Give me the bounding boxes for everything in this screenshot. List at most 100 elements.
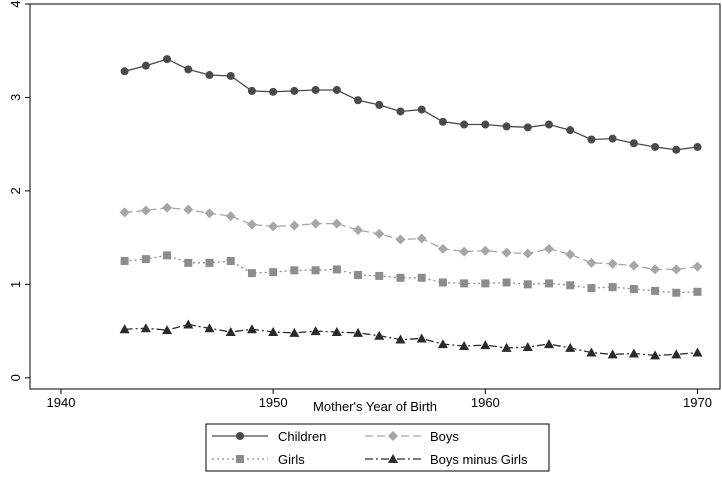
data-point [671, 264, 682, 275]
data-point [225, 326, 236, 336]
data-point [289, 327, 300, 337]
data-point [460, 120, 469, 129]
data-point [502, 278, 511, 287]
series-line [124, 323, 698, 357]
y-tick-label: 1 [8, 281, 23, 288]
data-point [268, 326, 279, 336]
data-point [693, 142, 702, 151]
y-tick-label: 2 [8, 187, 23, 194]
data-point [162, 325, 173, 335]
data-point [269, 87, 278, 96]
data-point [565, 249, 576, 260]
data-point [396, 107, 405, 116]
data-point [310, 218, 321, 229]
legend-box [205, 423, 550, 472]
legend-item: Boys [365, 429, 459, 444]
y-tick-label: 0 [8, 374, 23, 381]
data-point [205, 258, 214, 267]
series-layer [119, 55, 703, 360]
legend: Children Boys Girls Boys minus Girls [205, 423, 550, 472]
data-point [268, 221, 279, 232]
y-tick-label: 4 [8, 0, 23, 7]
series-0 [120, 55, 702, 154]
data-point [353, 225, 364, 236]
data-point [608, 134, 617, 143]
data-point [586, 257, 597, 268]
data-point [459, 341, 470, 351]
data-point [438, 117, 447, 126]
data-point [353, 327, 364, 337]
series-line [124, 207, 698, 271]
data-point [629, 285, 638, 294]
series-2 [120, 251, 702, 297]
legend-item: Children [212, 429, 326, 444]
legend-label: Boys [430, 429, 459, 444]
data-point [417, 273, 426, 282]
data-point [205, 71, 214, 80]
data-point [565, 342, 576, 352]
data-point [416, 333, 427, 343]
data-point [671, 349, 682, 359]
data-point [459, 246, 470, 257]
data-point [672, 145, 681, 154]
data-point [163, 55, 172, 64]
data-point [692, 261, 703, 272]
data-point [247, 269, 256, 278]
data-point [226, 71, 235, 80]
data-point [140, 205, 151, 216]
data-point [651, 142, 660, 151]
data-point [289, 220, 300, 231]
data-point [523, 123, 532, 132]
series-line [124, 58, 698, 151]
data-point [586, 347, 597, 357]
y-tick-label: 3 [8, 94, 23, 101]
data-point [628, 260, 639, 271]
data-point [140, 323, 151, 333]
legend-marker [236, 455, 244, 463]
legend-label: Girls [278, 452, 305, 467]
data-point [543, 339, 554, 349]
x-tick-label: 1940 [47, 395, 76, 410]
data-point [481, 279, 490, 288]
data-point [502, 122, 511, 131]
data-point [354, 96, 363, 105]
data-point [162, 202, 173, 213]
data-point [417, 105, 426, 114]
data-point [332, 85, 341, 94]
legend-item: Girls [212, 452, 305, 467]
data-point [332, 265, 341, 274]
legend-label: Children [278, 429, 326, 444]
data-point [184, 65, 193, 74]
data-point [544, 279, 553, 288]
data-point [566, 281, 575, 290]
data-point [290, 86, 299, 95]
data-point [246, 324, 257, 334]
data-point [650, 350, 661, 360]
data-point [480, 340, 491, 350]
data-point [311, 266, 320, 275]
series-1 [119, 202, 703, 275]
data-point [225, 211, 236, 222]
data-point [522, 341, 533, 351]
data-point [374, 330, 385, 340]
data-point [438, 278, 447, 287]
data-point [246, 219, 257, 230]
data-point [501, 342, 512, 352]
data-point [629, 139, 638, 148]
data-point [375, 271, 384, 280]
data-point [204, 323, 215, 333]
data-point [437, 243, 448, 254]
data-point [607, 349, 618, 359]
data-point [416, 233, 427, 244]
data-point [607, 258, 618, 269]
data-point [693, 287, 702, 296]
legend-marker [388, 431, 398, 441]
legend-marker [236, 432, 244, 440]
legend-marker [388, 454, 398, 463]
data-point [120, 67, 129, 76]
data-point [395, 234, 406, 245]
data-point [290, 266, 299, 275]
data-point [354, 270, 363, 279]
data-point [587, 135, 596, 144]
